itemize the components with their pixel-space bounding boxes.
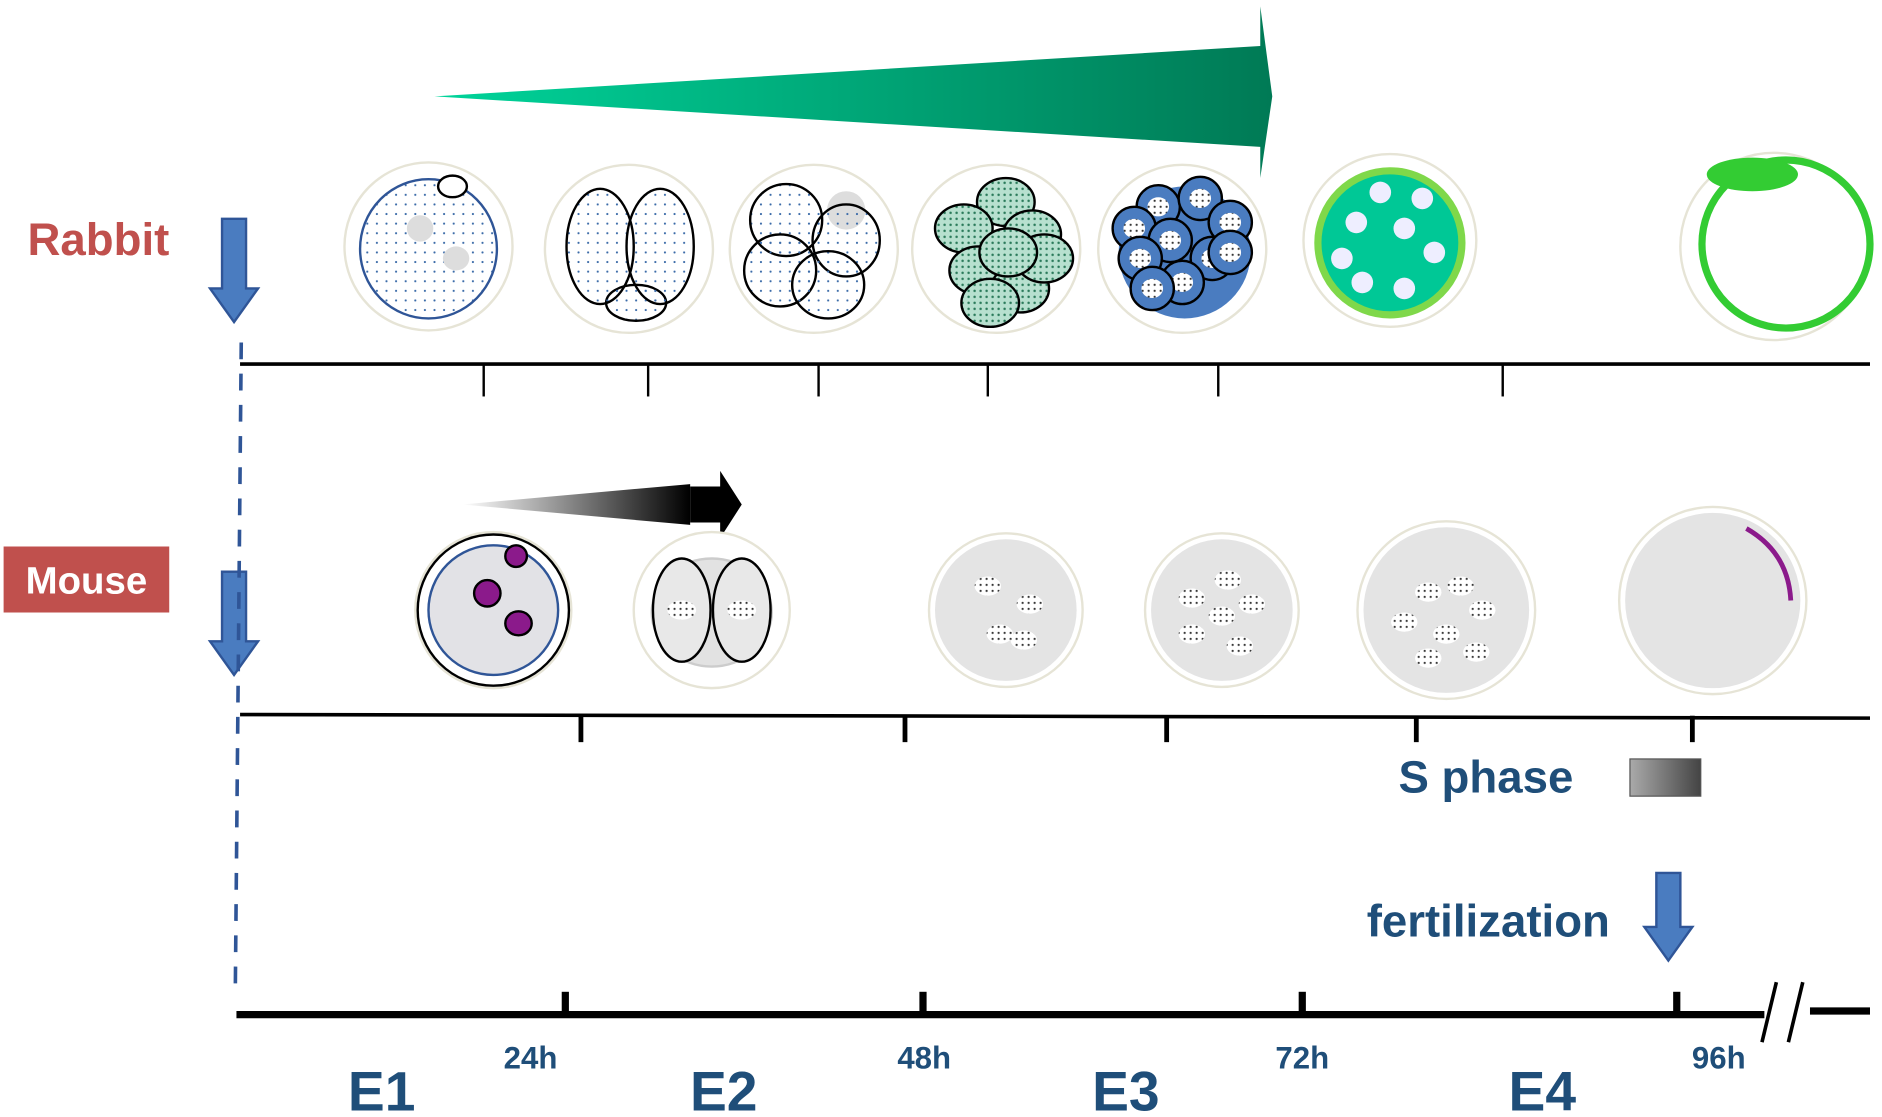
hour-label: 72h <box>1275 1041 1329 1076</box>
blastomere <box>1123 219 1145 238</box>
blastomere <box>1415 583 1441 602</box>
blastomere <box>1415 649 1441 668</box>
embryo <box>935 539 1077 681</box>
blastomere <box>961 279 1019 327</box>
species-label: Mouse <box>26 559 148 602</box>
blastomere <box>1209 607 1235 626</box>
nucleus <box>1345 212 1367 234</box>
icm <box>1707 158 1798 192</box>
nucleus <box>1393 218 1415 240</box>
legend-swatch <box>1630 759 1701 796</box>
stage-label: E1 <box>348 1061 416 1117</box>
blastomere <box>1239 595 1265 614</box>
legend-label: S phase <box>1398 752 1573 803</box>
blastomere <box>987 625 1013 644</box>
arrow <box>1644 873 1692 961</box>
blastomere <box>1219 243 1241 262</box>
blastomere <box>975 577 1001 596</box>
blastomere <box>1433 625 1459 644</box>
blastomere <box>407 215 433 241</box>
blastomere <box>443 246 469 270</box>
blastomere <box>428 545 558 675</box>
nucleus <box>1424 242 1446 264</box>
blastomere <box>1189 189 1211 208</box>
blastomere <box>627 189 694 304</box>
hour-label: 96h <box>1692 1041 1746 1076</box>
embryo <box>1625 513 1800 688</box>
nucleus <box>1393 278 1415 300</box>
blastomere <box>1391 613 1417 632</box>
diagram: Rabbit Mouse S phase fertilization 24h 48… <box>0 0 1882 1117</box>
blastomere <box>1159 231 1181 250</box>
blastomere <box>1017 595 1043 614</box>
legend-label: fertilization <box>1367 896 1610 947</box>
nucleus <box>1331 248 1353 270</box>
blastomere <box>1179 589 1205 608</box>
species-label: Rabbit <box>27 214 169 265</box>
arrow <box>210 219 258 322</box>
blastomere <box>1129 249 1151 268</box>
blastomere <box>1141 279 1163 298</box>
blastomere <box>792 251 864 318</box>
blastomere <box>1469 601 1495 620</box>
blastomere <box>474 580 500 606</box>
timeline <box>240 715 1870 719</box>
stage-label: E3 <box>1092 1061 1160 1117</box>
nucleus <box>1412 188 1434 210</box>
blastomere <box>1179 625 1205 644</box>
nucleus <box>1351 272 1373 294</box>
nucleus <box>1369 182 1391 204</box>
wedge <box>434 6 1272 178</box>
blastomere <box>1463 643 1489 662</box>
blastomere <box>1215 571 1241 590</box>
blastomere <box>1227 637 1253 656</box>
blastomere <box>727 601 756 620</box>
blastomere <box>1448 577 1474 596</box>
arrow <box>210 572 258 675</box>
blastomere <box>1219 213 1241 232</box>
axis-break <box>1788 982 1802 1042</box>
blastomere <box>667 601 696 620</box>
blastomere <box>505 611 531 635</box>
stage-label: E4 <box>1509 1061 1577 1117</box>
wedge <box>462 484 690 525</box>
blastomere <box>567 189 634 304</box>
polar-body <box>438 176 467 198</box>
hour-label: 48h <box>897 1041 951 1076</box>
blastomere <box>979 228 1037 276</box>
hour-label: 24h <box>504 1041 558 1076</box>
arrow <box>690 471 742 538</box>
blastomere <box>360 179 497 318</box>
page: {"species":[{"label":"Rabbit"},{"label":… <box>0 0 1882 1117</box>
polar-body <box>505 545 527 567</box>
stage-label: E2 <box>690 1061 758 1117</box>
blastomere <box>1011 631 1037 650</box>
embryo <box>1363 527 1529 693</box>
